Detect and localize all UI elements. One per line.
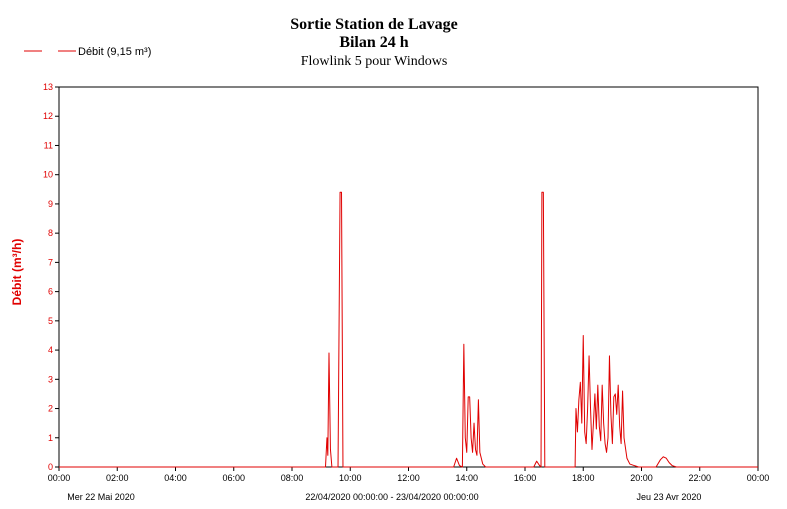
y-tick-label: 1: [48, 433, 53, 443]
x-tick-label: 18:00: [572, 473, 595, 483]
x-tick-label: 04:00: [164, 473, 187, 483]
y-tick-label: 2: [48, 404, 53, 414]
y-tick-label: 12: [43, 111, 53, 121]
x-tick-label: 14:00: [455, 473, 478, 483]
y-tick-label: 10: [43, 170, 53, 180]
y-tick-label: 13: [43, 82, 53, 92]
footer-right: Jeu 23 Avr 2020: [637, 492, 702, 502]
x-axis: 00:00 02:00 04:00 06:00 08:00 10:00 12:00 14:00…: [48, 467, 770, 483]
y-tick-label: 11: [44, 140, 53, 150]
y-tick-label: 3: [48, 374, 53, 384]
series-layer: [59, 191, 758, 468]
footer-center: 22/04/2020 00:00:00 - 23/04/2020 00:00:0…: [305, 492, 478, 502]
x-tick-label: 20:00: [630, 473, 653, 483]
y-tick-label: 5: [48, 316, 53, 326]
footer-left: Mer 22 Mai 2020: [67, 492, 135, 502]
x-tick-label: 02:00: [106, 473, 129, 483]
y-tick-label: 7: [48, 257, 53, 267]
x-tick-label: 00:00: [48, 473, 71, 483]
x-tick-label: 22:00: [688, 473, 711, 483]
x-tick-label: 10:00: [339, 473, 362, 483]
series-line-0: [59, 191, 758, 468]
plot-frame: [58, 86, 759, 468]
x-tick-label: 08:00: [281, 473, 304, 483]
chart-subtitle-2: Flowlink 5 pour Windows: [301, 54, 448, 69]
legend-label: Débit (9,15 m³): [78, 46, 151, 58]
x-tick-label: 00:00: [747, 473, 770, 483]
y-axis-label: Débit (m³/h): [10, 239, 24, 306]
chart-title: Sortie Station de Lavage: [290, 16, 458, 33]
y-tick-label: 8: [48, 228, 53, 238]
y-tick-label: 9: [48, 199, 53, 209]
chart-subtitle: Bilan 24 h: [339, 34, 408, 51]
legend: Débit (9,15 m³): [24, 46, 151, 58]
x-tick-label: 12:00: [397, 473, 420, 483]
y-tick-label: 4: [48, 345, 53, 355]
x-tick-label: 06:00: [222, 473, 245, 483]
x-tick-label: 16:00: [514, 473, 537, 483]
y-tick-label: 6: [48, 287, 53, 297]
y-tick-label: 0: [48, 462, 53, 472]
